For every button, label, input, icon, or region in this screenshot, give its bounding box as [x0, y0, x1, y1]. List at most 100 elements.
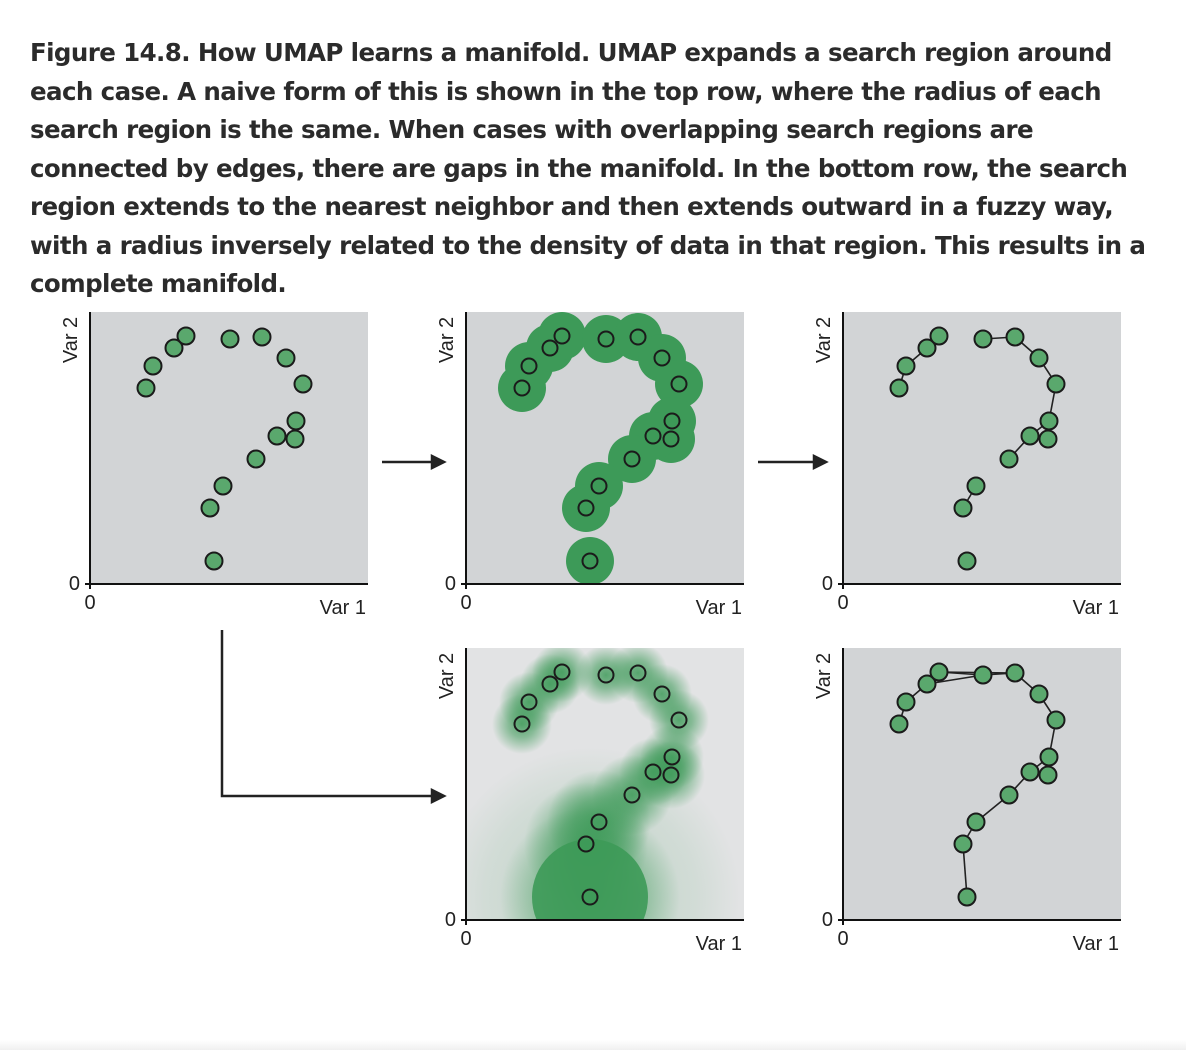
x-axis-label: Var 1: [1073, 597, 1119, 619]
data-point: [629, 328, 647, 346]
x-origin-label: 0: [84, 592, 95, 614]
data-point: [957, 887, 977, 907]
data-point: [1005, 327, 1025, 347]
data-point: [520, 357, 538, 375]
panel-top-left: [90, 312, 368, 584]
data-point: [213, 476, 233, 496]
data-point: [917, 338, 937, 358]
y-origin-label: 0: [822, 573, 833, 595]
data-point: [581, 888, 599, 906]
data-point: [644, 763, 662, 781]
data-point: [1039, 411, 1059, 431]
data-point: [590, 477, 608, 495]
y-axis-label: Var 2: [813, 653, 835, 699]
data-point: [670, 711, 688, 729]
y-origin-label: 0: [69, 573, 80, 595]
data-point: [889, 714, 909, 734]
data-point: [1029, 348, 1049, 368]
data-point: [590, 813, 608, 831]
y-axis-label: Var 2: [436, 317, 458, 363]
data-point: [644, 427, 662, 445]
data-point: [629, 664, 647, 682]
data-points: [136, 326, 1066, 907]
data-point: [1038, 765, 1058, 785]
data-point: [999, 785, 1019, 805]
data-point: [513, 379, 531, 397]
y-origin-label: 0: [445, 573, 456, 595]
y-origin-label: 0: [445, 909, 456, 931]
search-region: [608, 435, 656, 483]
x-origin-label: 0: [460, 928, 471, 950]
page-bottom-shadow: [0, 1040, 1186, 1050]
data-point: [252, 327, 272, 347]
data-point: [164, 338, 184, 358]
data-point: [577, 499, 595, 517]
x-axis-label: Var 1: [696, 933, 742, 955]
data-point: [953, 834, 973, 854]
arrow-bottom: [220, 630, 447, 805]
fuzzy-region: [532, 648, 592, 702]
y-origin-label: 0: [822, 909, 833, 931]
x-axis-label: Var 1: [1073, 933, 1119, 955]
data-point: [136, 378, 156, 398]
data-point: [513, 715, 531, 733]
data-point: [1020, 426, 1040, 446]
figure-caption: Figure 14.8. How UMAP learns a manifold.…: [30, 38, 1146, 298]
data-point: [662, 430, 680, 448]
data-point: [553, 663, 571, 681]
data-point: [1029, 684, 1049, 704]
data-point: [896, 692, 916, 712]
x-axis-label: Var 1: [320, 597, 366, 619]
data-point: [143, 356, 163, 376]
data-point: [541, 675, 559, 693]
data-point: [200, 498, 220, 518]
data-point: [929, 326, 949, 346]
data-point: [204, 551, 224, 571]
data-point: [623, 450, 641, 468]
arrow-top-middle-to-right: [758, 453, 829, 471]
x-origin-label: 0: [460, 592, 471, 614]
panel-bottom-right: [843, 648, 1121, 920]
data-point: [293, 374, 313, 394]
panel-top-right: [843, 312, 1121, 584]
data-point: [553, 327, 571, 345]
data-point: [896, 356, 916, 376]
data-point: [653, 685, 671, 703]
data-point: [953, 498, 973, 518]
data-point: [541, 339, 559, 357]
data-point: [597, 330, 615, 348]
data-point: [966, 476, 986, 496]
search-region: [566, 537, 614, 585]
y-axis-label: Var 2: [60, 317, 82, 363]
data-point: [285, 429, 305, 449]
data-point: [670, 375, 688, 393]
data-point: [929, 662, 949, 682]
data-point: [581, 552, 599, 570]
data-point: [176, 326, 196, 346]
x-axis-label: Var 1: [696, 597, 742, 619]
search-regions-equal: [498, 312, 703, 585]
data-point: [957, 551, 977, 571]
data-point: [973, 329, 993, 349]
data-point: [1005, 663, 1025, 683]
data-point: [973, 665, 993, 685]
x-origin-label: 0: [837, 928, 848, 950]
fuzzy-region-core: [532, 839, 648, 920]
data-point: [999, 449, 1019, 469]
data-point: [966, 812, 986, 832]
y-axis-label: Var 2: [436, 653, 458, 699]
search-region: [562, 484, 610, 532]
data-point: [577, 835, 595, 853]
fuzzy-region-outer: [466, 747, 740, 920]
arrow-top-left-to-middle: [382, 453, 447, 471]
data-point: [663, 412, 681, 430]
search-region: [538, 312, 586, 360]
data-point: [662, 766, 680, 784]
data-point: [1046, 374, 1066, 394]
data-point: [653, 349, 671, 367]
data-point: [1039, 747, 1059, 767]
data-point: [597, 666, 615, 684]
data-point: [1046, 710, 1066, 730]
y-axis-label: Var 2: [813, 317, 835, 363]
